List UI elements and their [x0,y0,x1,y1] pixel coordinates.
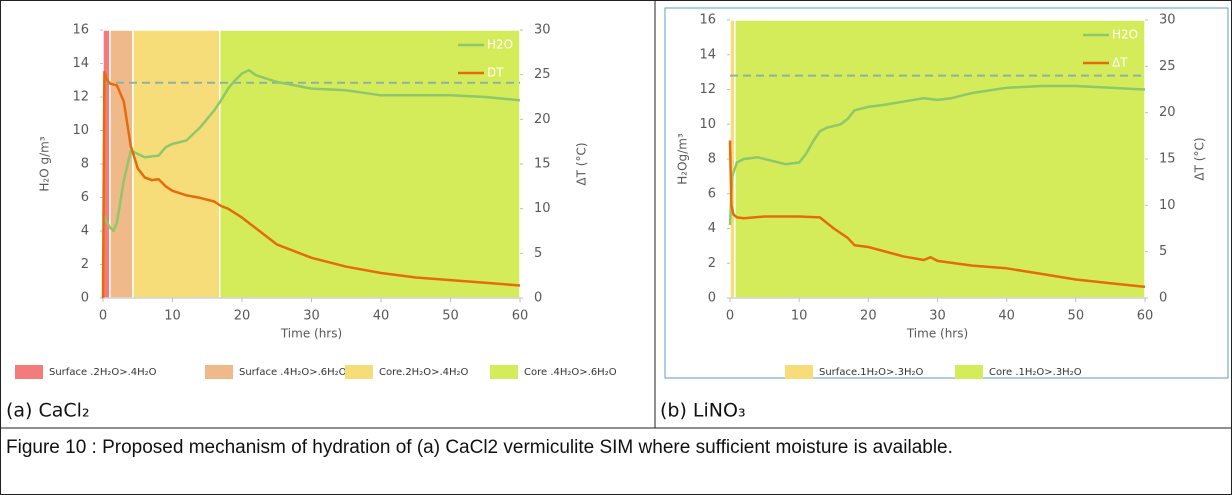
y-tick-label: 14 [699,47,716,62]
legend-swatch [785,365,813,379]
legend-label: Core.2H₂O>.4H₂O [379,367,469,378]
x-tick-label: 30 [929,309,946,324]
y-tick-label: 8 [708,152,716,167]
series-line [728,140,1146,289]
panel-label: (a) CaCl₂ [6,400,90,422]
y2-tick-label: 5 [1159,244,1167,259]
y2-tick-label: 0 [534,291,542,306]
y2-tick-label: 20 [534,112,551,127]
y-tick-label: 6 [708,186,716,201]
y-tick-label: 12 [699,82,716,97]
y2-tick-label: 25 [534,67,551,82]
legend-label: ΔT [1112,56,1128,70]
y-axis-label: H₂Og/m³ [676,133,690,185]
series-line [101,68,521,233]
y2-tick-label: 30 [1159,13,1176,28]
region [734,19,1146,299]
x-tick-label: 0 [99,309,107,324]
y-tick-label: 4 [708,221,716,236]
x-axis-label: Time (hrs) [906,327,968,341]
y-tick-label: 0 [81,291,89,306]
y-tick-label: 8 [81,157,89,172]
x-axis-label: Time (hrs) [280,327,342,341]
series-line [728,84,1146,226]
y-tick-label: 16 [72,23,89,38]
legend-swatch [205,365,233,379]
y2-tick-label: 25 [1159,59,1176,74]
x-tick-label: 10 [164,309,181,324]
region [219,29,521,299]
legend-label: Surface.1H₂O>.3H₂O [819,367,923,378]
x-tick-label: 30 [303,309,320,324]
caption: Figure 10 : Proposed mechanism of hydrat… [6,437,953,458]
x-tick-label: 0 [726,309,734,324]
y2-tick-label: 30 [534,23,551,38]
x-tick-label: 40 [373,309,390,324]
y2-axis-label: ΔT (°C) [575,142,589,185]
series-line [101,70,521,299]
legend-label: Core .1H₂O>.3H₂O [989,367,1082,378]
y2-tick-label: 15 [534,157,551,172]
legend-label: H2O [487,38,513,52]
y-tick-label: 10 [72,123,89,138]
legend-label: Surface .4H₂O>.6H₂O [239,367,347,378]
legend-label: Core .4H₂O>.6H₂O [524,367,617,378]
x-tick-label: 60 [1137,309,1154,324]
legend-label: H2O [1112,28,1138,42]
y-tick-label: 10 [699,117,716,132]
y2-tick-label: 10 [1159,198,1176,213]
x-tick-label: 50 [442,309,459,324]
y-tick-label: 14 [72,56,89,71]
y2-axis-label: ΔT (°C) [1193,137,1207,180]
x-tick-label: 20 [234,309,251,324]
x-tick-label: 10 [791,309,808,324]
y2-tick-label: 0 [1159,291,1167,306]
y-tick-label: 0 [708,291,716,306]
y-tick-label: 2 [708,256,716,271]
panel-label: (b) LiNO₃ [660,400,746,422]
legend-label: DT [487,66,504,80]
y2-tick-label: 10 [534,201,551,216]
y-tick-label: 16 [699,13,716,28]
y-tick-label: 2 [81,257,89,272]
region [109,29,134,299]
legend-swatch [955,365,983,379]
x-tick-label: 20 [860,309,877,324]
x-tick-label: 60 [512,309,529,324]
legend-swatch [15,365,43,379]
legend-swatch [345,365,373,379]
y2-tick-label: 15 [1159,152,1176,167]
x-tick-label: 50 [1068,309,1085,324]
region [132,29,221,299]
y2-tick-label: 20 [1159,105,1176,120]
x-tick-label: 40 [998,309,1015,324]
legend-swatch [490,365,518,379]
y-tick-label: 4 [81,224,89,239]
legend-label: Surface .2H₂O>.4H₂O [49,367,157,378]
y-tick-label: 6 [81,190,89,205]
y2-tick-label: 5 [534,246,542,261]
y-tick-label: 12 [72,90,89,105]
y-axis-label: H₂O g/m³ [38,136,52,191]
chart-frame [664,7,1229,379]
